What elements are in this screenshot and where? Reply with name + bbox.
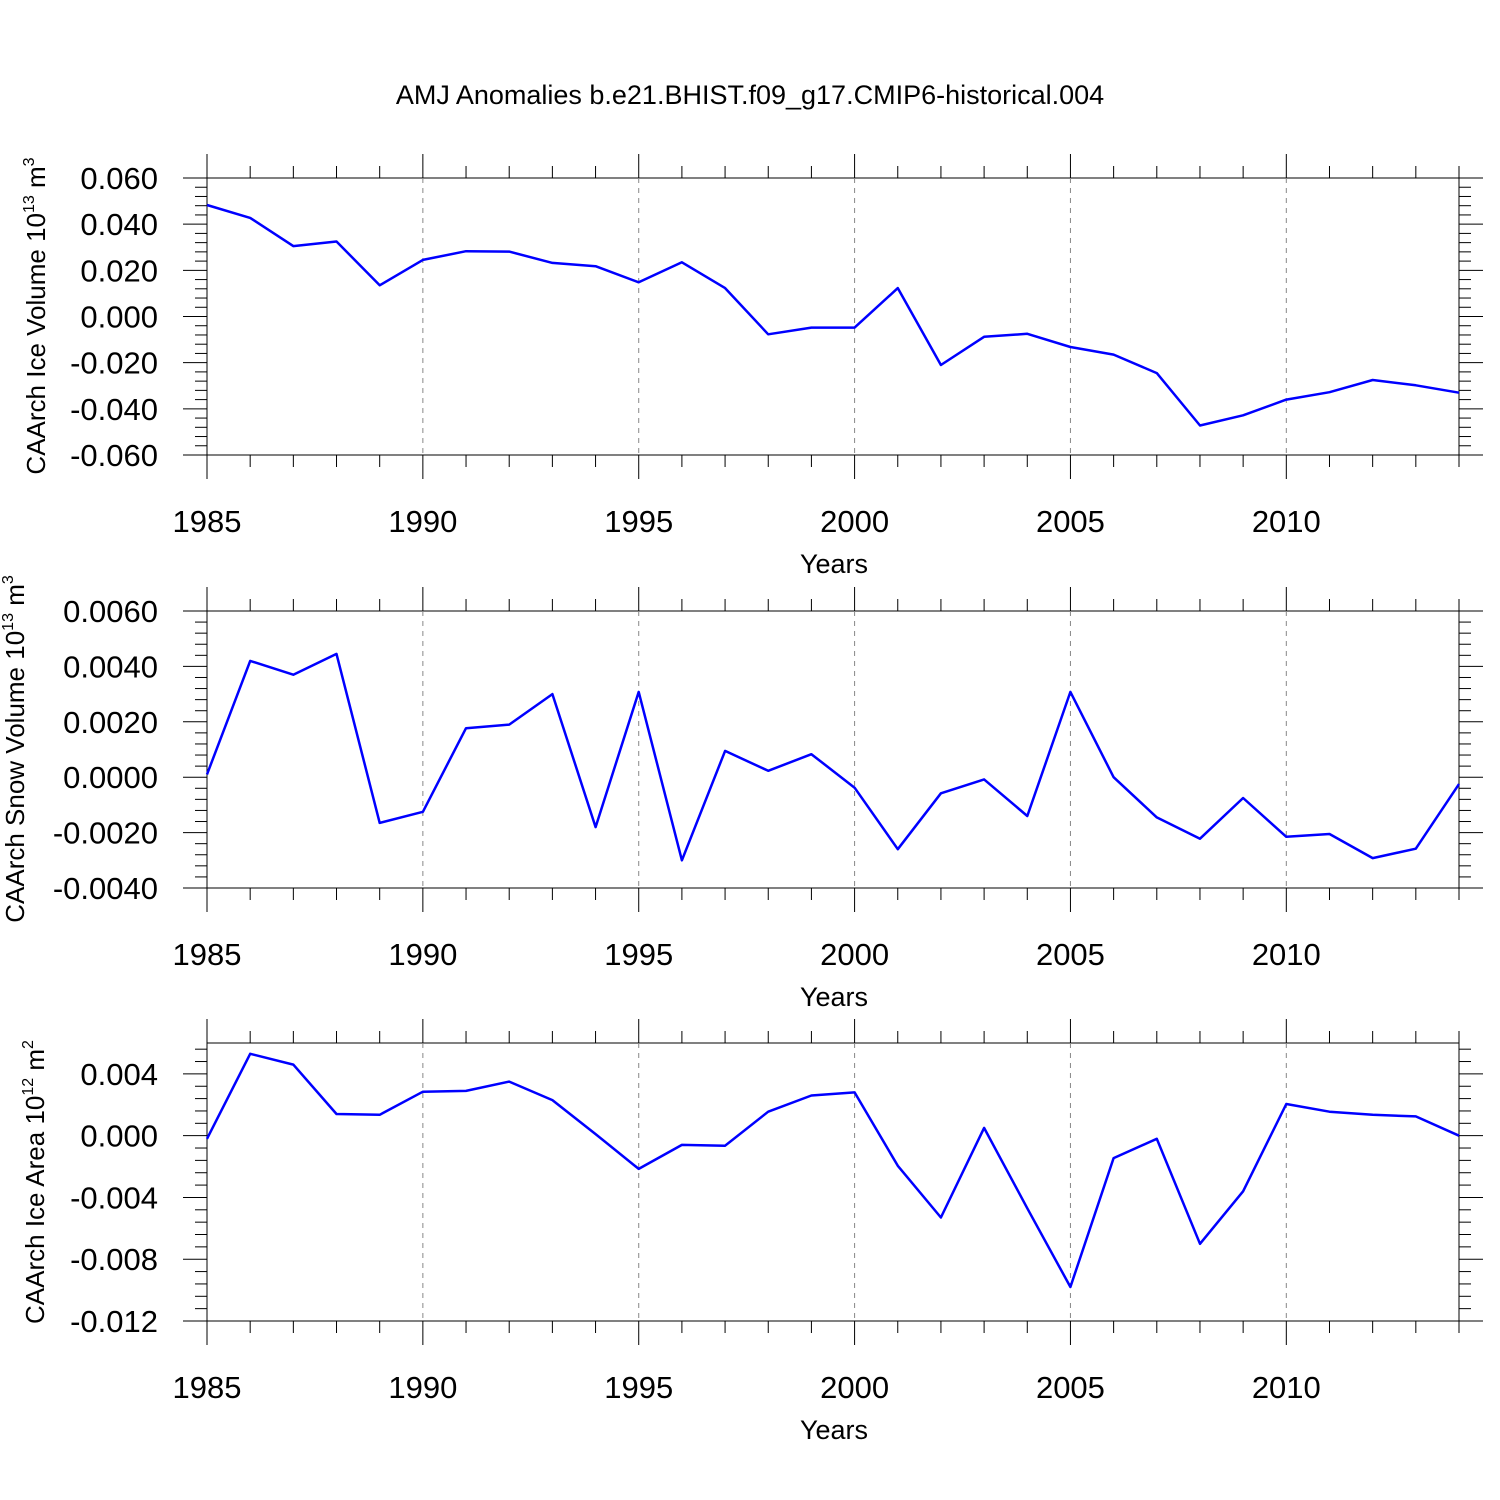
panel1-plot-frame <box>206 177 1460 456</box>
panel1-y-tick-label: -0.020 <box>70 346 158 381</box>
panel1-y-tick-label: 0.000 <box>80 300 158 335</box>
panel1-x-tick-label: 2000 <box>820 504 889 539</box>
panel3-x-tick-label: 1990 <box>388 1370 457 1405</box>
panel1-x-tick-label: 1990 <box>388 504 457 539</box>
panel1-y-tick-label: 0.020 <box>80 253 158 288</box>
panel1-y-axis-title: CAArch Ice Volume 1013 m3 <box>21 157 51 474</box>
panel3-x-tick-label: 1985 <box>173 1370 242 1405</box>
panel1-x-tick-label: 2005 <box>1036 504 1105 539</box>
panel2-y-tick-label: 0.0000 <box>63 760 158 795</box>
panel2-plot-frame <box>206 610 1460 889</box>
panel1-y-tick-label: -0.060 <box>70 438 158 473</box>
panel1-x-axis-title: Years <box>800 549 868 579</box>
panel1-x-tick-label: 2010 <box>1252 504 1321 539</box>
panel3-series-line <box>205 1052 1460 1289</box>
panel3-y-tick-label: -0.004 <box>70 1180 158 1215</box>
panel2-y-axis-title: CAArch Snow Volume 1013 m3 <box>0 575 30 923</box>
panel3-y-tick-label: -0.008 <box>70 1242 158 1277</box>
panel2-y-tick-label: 0.0040 <box>63 649 158 684</box>
panel2-y-tick-label: -0.0040 <box>53 871 158 906</box>
panel1-y-tick-label: 0.040 <box>80 207 158 242</box>
panel3-y-axis-title: CAArch Ice Area 1012 m2 <box>20 1040 50 1324</box>
panel3-x-axis-title: Years <box>800 1415 868 1445</box>
panel2-y-tick-label: -0.0020 <box>53 816 158 851</box>
panel2-x-tick-label: 1990 <box>388 937 457 972</box>
panel1-x-tick-label: 1985 <box>173 504 242 539</box>
panel2-x-tick-label: 1985 <box>173 937 242 972</box>
panel3-y-tick-label: -0.012 <box>70 1304 158 1339</box>
panel1-series-line <box>206 203 1460 427</box>
panel3-y-tick-label: 0.000 <box>80 1119 158 1154</box>
panel3-x-tick-label: 2000 <box>820 1370 889 1405</box>
figure-title: AMJ Anomalies b.e21.BHIST.f09_g17.CMIP6-… <box>395 80 1105 110</box>
panel2-x-tick-label: 2010 <box>1252 937 1321 972</box>
panel3-x-tick-label: 2005 <box>1036 1370 1105 1405</box>
panel2-x-tick-label: 2000 <box>820 937 889 972</box>
panel1-y-tick-label: 0.060 <box>80 161 158 196</box>
panel1-y-tick-label: -0.040 <box>70 392 158 427</box>
panel1-x-tick-label: 1995 <box>604 504 673 539</box>
panel2-series-line <box>205 652 1461 862</box>
panel2-y-tick-label: 0.0060 <box>63 594 158 629</box>
panel3-plot-frame <box>206 1042 1460 1322</box>
panel3-x-tick-label: 1995 <box>604 1370 673 1405</box>
panel2-x-axis-title: Years <box>800 982 868 1012</box>
panel2-x-tick-label: 2005 <box>1036 937 1105 972</box>
panel3-y-tick-label: 0.004 <box>80 1057 158 1092</box>
panel2-x-tick-label: 1995 <box>604 937 673 972</box>
panel3-x-tick-label: 2010 <box>1252 1370 1321 1405</box>
panel2-y-tick-label: 0.0020 <box>63 705 158 740</box>
